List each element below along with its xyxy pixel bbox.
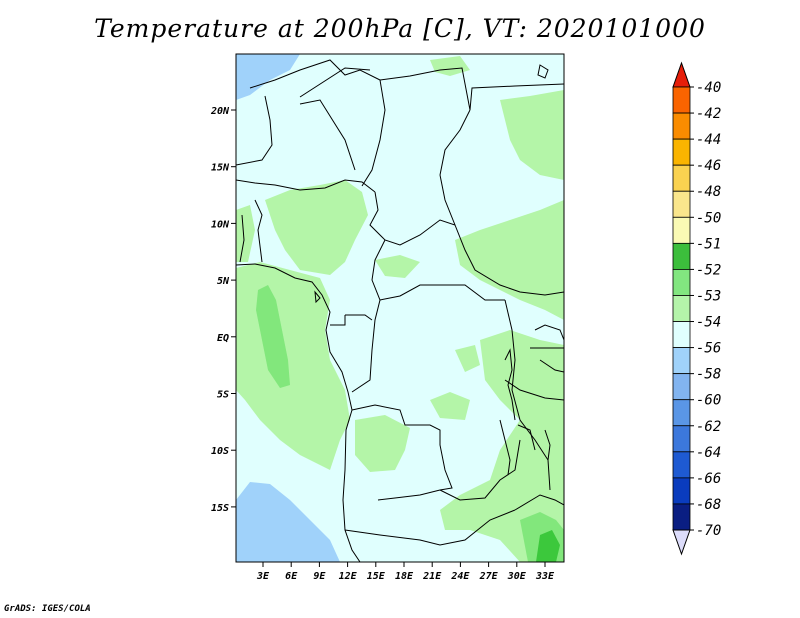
colorbar-cell	[672, 86, 691, 114]
lon-tick-label: 27E	[479, 571, 499, 582]
lon-tick-label: 24E	[450, 571, 470, 582]
colorbar-cell	[672, 242, 691, 270]
colorbar-cell	[672, 373, 691, 401]
lon-tick-label: 21E	[422, 571, 442, 582]
lon-tick-label: 12E	[339, 571, 358, 582]
colorbar-cell	[672, 269, 691, 296]
colorbar-label: -60	[696, 393, 721, 409]
lon-tick-label: 30E	[507, 571, 527, 582]
colorbar-cell	[672, 399, 691, 427]
colorbar-label: -42	[696, 106, 721, 122]
colorbar-bottom-cap	[672, 529, 691, 556]
colorbar-label: -64	[696, 445, 721, 461]
colorbar-cell	[672, 477, 691, 505]
lakes	[314, 64, 551, 476]
colorbar-label: -54	[696, 315, 721, 331]
colorbar-label: -51	[696, 236, 721, 252]
colorbar-label: -58	[696, 367, 721, 383]
colorbar-cell	[672, 503, 691, 531]
colorbar-label: -62	[696, 419, 721, 435]
colorbar-cell	[672, 321, 691, 348]
lat-tick-label: 10N	[211, 219, 230, 230]
lon-tick-label: 9E	[313, 571, 326, 582]
colorbar-cell	[672, 190, 691, 218]
colorbar-top-cap	[672, 61, 691, 88]
lat-tick-label: 15N	[211, 163, 230, 174]
colorbar-label: -53	[696, 288, 721, 304]
lon-tick-label: 3E	[256, 571, 270, 582]
colorbar-label: -68	[696, 497, 721, 513]
colorbar-label: -40	[696, 80, 721, 96]
colorbar-cell	[672, 295, 691, 322]
colorbar-cell	[672, 138, 691, 166]
latitude-ticks: 20N 15N 10N 5N EQ 5S 10S 15S	[210, 106, 236, 514]
lat-tick-label: 10S	[211, 446, 229, 457]
colorbar-label: -50	[696, 210, 721, 226]
colorbar-cell	[672, 425, 691, 453]
lat-tick-label: 15S	[211, 503, 229, 514]
colorbar-cell	[672, 216, 691, 244]
colorbar-label: -52	[696, 262, 721, 278]
warm-region-layer	[236, 56, 564, 562]
colorbar-cell	[672, 164, 691, 192]
plot-frame	[235, 53, 565, 563]
dark-green-layer	[536, 530, 560, 562]
country-borders	[236, 59, 564, 562]
lat-tick-label: 20N	[210, 106, 230, 117]
colorbar-cell	[672, 451, 691, 479]
colorbar: -40 -42 -44 -46 -48 -50 -51 -52 -53 -54 -56 -58 -60 -…	[672, 61, 721, 556]
colorbar-label: -44	[696, 132, 721, 148]
colorbar-label: -56	[696, 341, 721, 357]
colorbar-cell	[672, 112, 691, 140]
lat-tick-label: 5S	[217, 390, 229, 401]
grads-credit: GrADS: IGES/COLA	[4, 604, 91, 614]
longitude-ticks: 3E 6E 9E 12E 15E 18E 21E 24E 27E 30E 33E	[256, 562, 555, 582]
lon-tick-label: 15E	[367, 571, 386, 582]
lon-tick-label: 6E	[285, 571, 298, 582]
colorbar-cell	[672, 347, 691, 375]
lon-tick-label: 33E	[535, 571, 555, 582]
lat-tick-label: 5N	[217, 276, 230, 287]
colorbar-label: -70	[696, 523, 721, 539]
colorbar-label: -48	[696, 184, 721, 200]
chart-title: Temperature at 200hPa [C], VT: 202010100…	[94, 14, 706, 43]
lat-tick-label: EQ	[217, 333, 229, 344]
colorbar-label: -46	[696, 158, 721, 174]
lon-tick-label: 18E	[395, 571, 414, 582]
colorbar-label: -66	[696, 471, 721, 487]
